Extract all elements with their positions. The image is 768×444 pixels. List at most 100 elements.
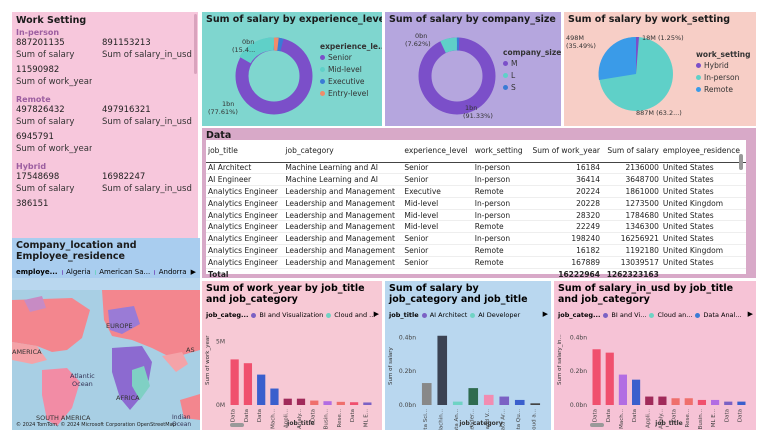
bar[interactable] [645, 396, 654, 405]
bar[interactable] [296, 398, 306, 405]
chart-legend: job_title AI Architect AI Developer [385, 311, 551, 319]
bar[interactable] [711, 399, 720, 405]
asia-south-shape [162, 352, 188, 372]
legend-item[interactable]: M [511, 59, 518, 68]
table-row[interactable]: Analytics Engineer Leadership and Managem… [206, 197, 746, 210]
bar[interactable] [483, 394, 494, 405]
legend-item[interactable]: Entry-level [328, 89, 369, 98]
bar[interactable] [499, 396, 510, 405]
column-header[interactable]: work_setting [472, 140, 528, 163]
bar[interactable] [592, 349, 601, 405]
y-tick-label: 0.0bn [399, 402, 416, 409]
legend-next-icon[interactable]: ▶ [373, 310, 379, 318]
donut-chart[interactable] [407, 26, 507, 126]
bar-work-year[interactable]: Sum of work_year by job_title and job_ca… [202, 281, 382, 430]
donut-company-size[interactable]: Sum of salary by company_size 0bn (7.62%… [385, 12, 561, 126]
bar[interactable] [724, 401, 733, 405]
legend-item[interactable]: Andorra [158, 268, 187, 276]
chart-scrollbar[interactable] [230, 423, 244, 427]
bar-chart[interactable]: Sum of salary_in... 0.4bn 0.2bn 0.0bn Data Da… [554, 321, 756, 430]
column-header[interactable]: Sum of salary [602, 140, 661, 163]
legend-item[interactable]: Data Anal... [703, 311, 742, 319]
data-table[interactable]: job_title job_category experience_level wor… [206, 140, 746, 278]
table-row[interactable]: Analytics Engineer Leadership and Managem… [206, 232, 746, 246]
column-header[interactable]: job_category [283, 140, 403, 163]
legend-item[interactable]: American Sa... [99, 268, 151, 276]
legend-item[interactable]: Hybrid [704, 61, 729, 70]
legend-item[interactable]: AI Architect [429, 311, 468, 319]
bar[interactable] [737, 401, 746, 405]
legend-item[interactable]: Mid-level [328, 65, 362, 74]
bar[interactable] [671, 398, 680, 405]
legend-dot [94, 269, 96, 275]
bar[interactable] [349, 402, 359, 405]
map-panel[interactable]: Company_location and Employee_residence … [12, 238, 200, 430]
table-row[interactable]: Analytics Engineer Leadership and Managem… [206, 209, 746, 222]
column-header[interactable]: experience_level [402, 140, 473, 163]
bar[interactable] [468, 388, 479, 405]
bar[interactable] [697, 399, 706, 405]
donut-chart[interactable] [224, 26, 324, 126]
bar[interactable] [514, 399, 525, 405]
legend-item[interactable]: Senior [328, 53, 352, 62]
table-scrollbar[interactable] [739, 154, 743, 170]
bar[interactable] [283, 398, 292, 405]
legend-next-icon[interactable]: ▶ [542, 310, 548, 318]
legend-next-icon[interactable]: ▶ [190, 268, 196, 276]
bar[interactable] [618, 374, 627, 405]
table-row[interactable]: Analytics Engineer Leadership and Managem… [206, 244, 746, 257]
pie-work-setting[interactable]: Sum of salary by work_setting 498M (35.4… [564, 12, 756, 126]
table-row[interactable]: AI Engineer Machine Learning and AI Senior… [206, 173, 746, 187]
bar[interactable] [437, 335, 448, 405]
bar[interactable] [658, 396, 667, 405]
bar[interactable] [230, 359, 239, 405]
bar[interactable] [310, 400, 319, 405]
legend-item[interactable]: BI and Vi... [611, 311, 647, 319]
legend-item[interactable]: S [511, 83, 516, 92]
bar[interactable] [632, 379, 641, 405]
legend-item[interactable]: In-person [704, 73, 740, 82]
legend-item[interactable]: Algeria [66, 268, 91, 276]
bar[interactable] [684, 398, 693, 405]
bar[interactable] [257, 374, 266, 405]
bar-salary-category[interactable]: Sum of salary by job_category and job_ti… [385, 281, 551, 430]
x-tick-label: Machin... [438, 409, 444, 430]
legend-item[interactable]: BI and Visualization [259, 311, 324, 319]
chart-scrollbar[interactable] [590, 423, 604, 427]
bar[interactable] [605, 352, 614, 405]
card-scrollbar[interactable] [194, 14, 197, 74]
table-row[interactable]: Analytics Engineer Leadership and Managem… [206, 256, 746, 269]
table-row[interactable]: AI Architect Machine Learning and AI Senio… [206, 162, 746, 175]
bar[interactable] [270, 388, 279, 405]
world-map[interactable]: AMERICA EUROPE AFRICA SOUTH AMERICA AS A… [12, 290, 200, 430]
bar-chart[interactable]: Sum of work_year 5M 0M Data Data Data Mach... A… [202, 321, 382, 430]
donut-experience-level[interactable]: Sum of salary by experience_level 0bn (1… [202, 12, 382, 126]
column-header[interactable]: Sum of work_year [527, 140, 602, 163]
legend-item[interactable]: Executive [328, 77, 365, 86]
legend-item[interactable]: Remote [704, 85, 733, 94]
legend-item[interactable]: Cloud an... [657, 311, 693, 319]
table-row[interactable]: Analytics Engineer Leadership and Managem… [206, 185, 746, 198]
column-header[interactable]: job_title [206, 140, 284, 163]
legend-item[interactable]: AI Developer [478, 311, 521, 319]
bar[interactable] [452, 401, 463, 405]
legend-next-icon[interactable]: ▶ [747, 310, 753, 318]
bar[interactable] [323, 401, 332, 405]
column-header[interactable]: employee_residence [660, 140, 746, 163]
x-tick-label: BI and V... [485, 409, 491, 430]
bar[interactable] [363, 402, 372, 405]
slice-hybrid [636, 36, 639, 74]
legend-item[interactable]: Cloud and ... [334, 311, 376, 319]
bar[interactable] [243, 363, 253, 405]
south-america-shape [42, 368, 80, 426]
table-row[interactable]: Analytics Engineer Leadership and Managem… [206, 220, 746, 234]
legend-item[interactable]: L [511, 71, 516, 80]
bar[interactable] [421, 383, 432, 405]
bar[interactable] [530, 403, 541, 405]
bar-chart[interactable]: Sum of salary 0.4bn 0.2bn 0.0bn Data Sci... M… [385, 321, 551, 430]
x-tick-label: Data Qu... [516, 409, 522, 430]
bar[interactable] [336, 401, 345, 405]
bar-salary-usd[interactable]: Sum of salary_in_usd by job_title and jo… [554, 281, 756, 430]
pie-chart[interactable] [586, 24, 686, 124]
table-cell: 1273500 [602, 197, 661, 210]
